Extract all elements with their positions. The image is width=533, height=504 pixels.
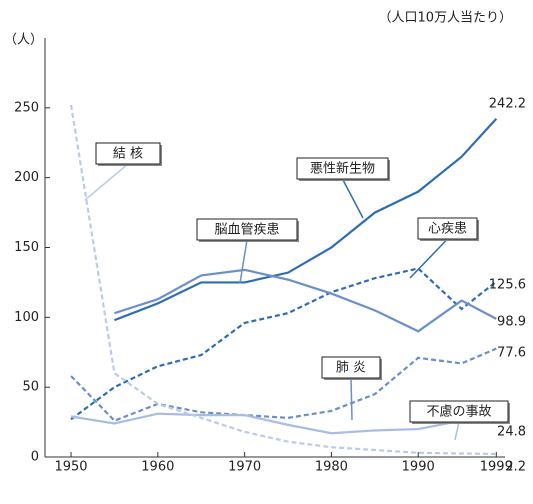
series-line xyxy=(114,268,497,333)
end-label: 24.8 xyxy=(497,425,526,440)
end-label: 125.6 xyxy=(489,278,526,293)
name-box xyxy=(296,157,389,180)
y-tick-label: 150 xyxy=(14,240,39,255)
y-tick-label: 50 xyxy=(22,380,39,395)
unit-note: （人口10万人当たり） xyxy=(378,11,512,26)
end-label: 98.9 xyxy=(497,315,526,330)
name-box xyxy=(321,356,381,379)
y-tick-label: 250 xyxy=(14,100,39,115)
series-name: 結 核 xyxy=(113,147,143,162)
name-box xyxy=(417,217,478,240)
series-line xyxy=(114,117,498,322)
series-name: 悪性新生物 xyxy=(310,161,375,177)
y-tick-label: 200 xyxy=(14,170,39,185)
series-line xyxy=(69,104,497,456)
series-line xyxy=(70,412,497,435)
series-name: 心疾患 xyxy=(428,222,467,237)
leader-line xyxy=(341,178,364,219)
end-label: 242.2 xyxy=(489,97,526,112)
name-box xyxy=(196,218,298,241)
leader-line xyxy=(409,238,449,279)
leader-line xyxy=(454,421,460,441)
x-tick-label: 1970 xyxy=(228,460,261,475)
end-label: 2.2 xyxy=(505,460,526,475)
name-box xyxy=(409,400,509,423)
x-tick-label: 1990 xyxy=(402,460,435,475)
y-unit: （人） xyxy=(4,33,43,48)
series-name: 脳血管疾患 xyxy=(214,223,279,238)
leader-line xyxy=(84,163,129,201)
y-tick-label: 0 xyxy=(31,450,39,465)
series-line xyxy=(70,267,498,421)
series-name: 肺 炎 xyxy=(336,361,366,376)
series-line xyxy=(70,347,497,422)
leader-line xyxy=(239,239,248,284)
x-tick-label: 1999 xyxy=(480,460,513,475)
leader-line xyxy=(350,377,353,421)
series-name: 不慮の事故 xyxy=(426,405,491,420)
x-tick-label: 1960 xyxy=(141,460,174,475)
x-tick-label: 1950 xyxy=(54,460,87,475)
y-tick-label: 100 xyxy=(14,310,39,325)
name-box xyxy=(95,142,161,165)
x-tick-label: 1980 xyxy=(315,460,348,475)
end-label: 77.6 xyxy=(497,346,526,361)
